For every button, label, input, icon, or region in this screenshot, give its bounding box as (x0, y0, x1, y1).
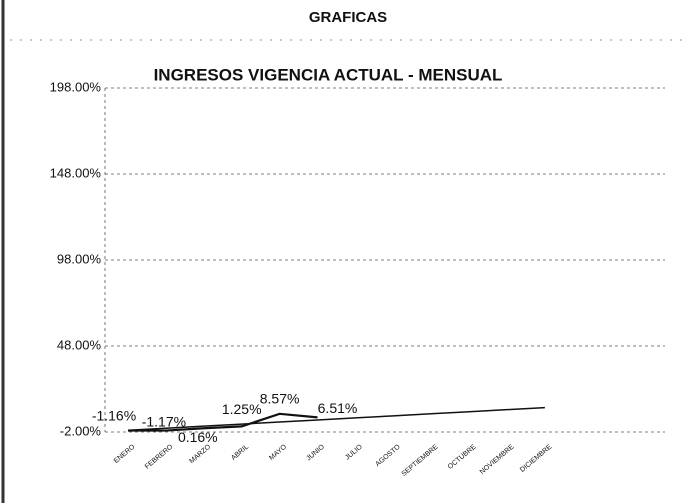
data-label: 8.57% (260, 391, 300, 407)
y-tick-label: -2.00% (60, 423, 102, 438)
data-label: 0.16% (178, 429, 218, 445)
data-label: -1.16% (92, 407, 136, 423)
data-label: 1.25% (222, 401, 262, 417)
y-tick-label: 98.00% (57, 251, 102, 266)
data-label: -1.17% (142, 413, 186, 429)
data-label: 6.51% (318, 400, 358, 416)
y-tick-label: 198.00% (50, 79, 102, 94)
chart-title: INGRESOS VIGENCIA ACTUAL - MENSUAL (154, 65, 503, 84)
y-tick-label: 148.00% (50, 165, 102, 180)
data-line (127, 412, 318, 432)
y-tick-label: 48.00% (57, 337, 102, 352)
trend-line (127, 406, 545, 432)
page-title: GRAFICAS (309, 9, 387, 26)
